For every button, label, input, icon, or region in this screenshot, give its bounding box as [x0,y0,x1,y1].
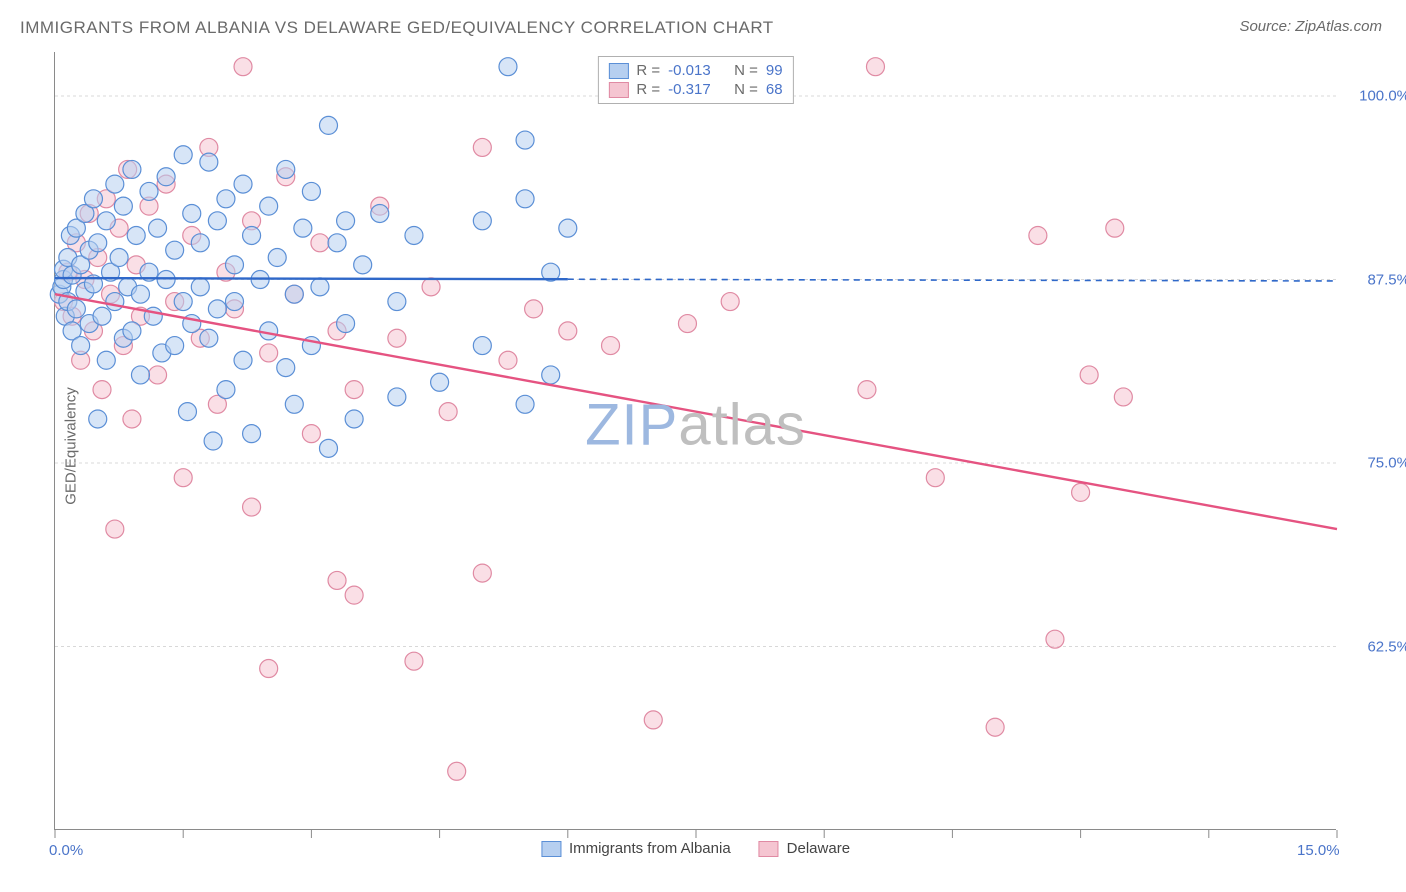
source-attribution: Source: ZipAtlas.com [1239,18,1382,35]
legend-n-label: N = [734,62,758,79]
y-tick-label: 62.5% [1367,638,1406,655]
legend-r-value: -0.013 [668,62,718,79]
y-tick-label: 87.5% [1367,271,1406,288]
legend-series: Immigrants from Albania Delaware [541,840,850,857]
scatter-plot-svg [55,52,1336,829]
legend-series-label: Immigrants from Albania [569,840,731,857]
legend-row-delaware: R = -0.317 N = 68 [608,80,782,99]
legend-series-label: Delaware [787,840,850,857]
x-tick-label: 0.0% [49,842,83,859]
legend-n-value: 68 [766,81,783,98]
legend-r-label: R = [636,62,660,79]
legend-swatch [608,63,628,79]
legend-swatch [608,82,628,98]
legend-swatch [759,841,779,857]
legend-correlation-box: R = -0.013 N = 99 R = -0.317 N = 68 [597,56,793,104]
y-tick-label: 100.0% [1359,88,1406,105]
chart-container: IMMIGRANTS FROM ALBANIA VS DELAWARE GED/… [0,0,1406,892]
legend-row-albania: R = -0.013 N = 99 [608,61,782,80]
y-tick-label: 75.0% [1367,455,1406,472]
legend-bottom-item: Immigrants from Albania [541,840,731,857]
chart-title: IMMIGRANTS FROM ALBANIA VS DELAWARE GED/… [20,18,774,38]
plot-area: ZIPatlas R =-0.013N =99R =-0.317N =68 Im… [54,52,1336,830]
legend-n-label: N = [734,81,758,98]
legend-r-value: -0.317 [668,81,718,98]
legend-swatch [541,841,561,857]
legend-r-label: R = [636,81,660,98]
legend-bottom-item: Delaware [759,840,850,857]
x-tick-label: 15.0% [1297,842,1340,859]
legend-n-value: 99 [766,62,783,79]
